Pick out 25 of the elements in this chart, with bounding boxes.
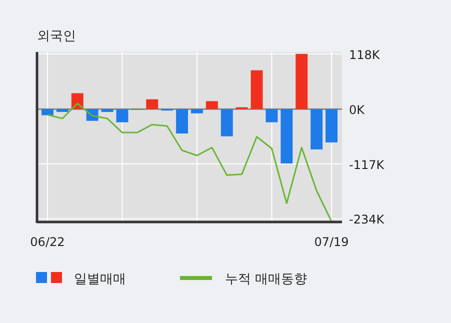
bar <box>56 109 68 112</box>
bar <box>41 109 54 116</box>
bar <box>250 70 263 110</box>
y-tick-label: 0K <box>349 103 366 118</box>
bar <box>326 109 338 142</box>
line-series <box>46 102 332 222</box>
bar <box>116 109 128 122</box>
chart-title: 외국인 <box>37 29 76 44</box>
bar <box>280 109 293 164</box>
bar <box>101 109 114 112</box>
bar <box>176 109 188 134</box>
bar <box>220 109 233 136</box>
bar <box>296 54 308 110</box>
legend-label: 누적 매매동향 <box>225 272 308 287</box>
bar <box>206 101 218 110</box>
bar <box>310 109 323 150</box>
y-tick-label: -234K <box>349 212 386 227</box>
y-tick-label: 118K <box>349 48 381 62</box>
legend-label: 일별매매 <box>74 272 126 287</box>
bar <box>146 99 158 110</box>
x-tick-label: 07/19 <box>314 235 349 249</box>
bar <box>266 109 278 122</box>
y-tick-label: -117K <box>349 158 386 172</box>
bar <box>190 109 203 114</box>
x-tick-label: 06/22 <box>30 235 65 249</box>
